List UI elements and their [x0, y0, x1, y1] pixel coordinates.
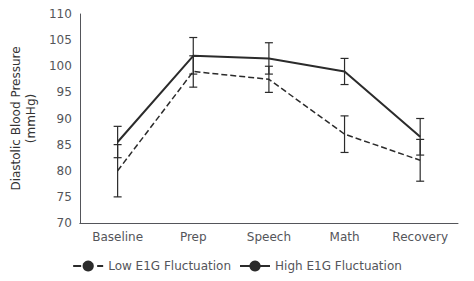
svg-text:Baseline: Baseline	[92, 230, 143, 244]
svg-text:Prep: Prep	[180, 230, 207, 244]
svg-text:105: 105	[49, 33, 72, 47]
svg-text:110: 110	[49, 7, 72, 21]
svg-text:90: 90	[57, 112, 72, 126]
svg-text:80: 80	[57, 164, 72, 178]
svg-text:85: 85	[57, 138, 72, 152]
svg-text:95: 95	[57, 85, 72, 99]
svg-text:70: 70	[57, 216, 72, 230]
svg-text:Diastolic Blood Pressure: Diastolic Blood Pressure	[9, 46, 23, 190]
svg-text:Low E1G Fluctuation: Low E1G Fluctuation	[108, 259, 231, 273]
svg-text:High E1G Fluctuation: High E1G Fluctuation	[275, 259, 402, 273]
svg-text:Recovery: Recovery	[392, 230, 448, 244]
svg-text:(mmHg): (mmHg)	[24, 94, 38, 143]
svg-text:Math: Math	[330, 230, 360, 244]
svg-text:75: 75	[57, 190, 72, 204]
svg-text:Speech: Speech	[247, 230, 291, 244]
svg-text:100: 100	[49, 59, 72, 73]
